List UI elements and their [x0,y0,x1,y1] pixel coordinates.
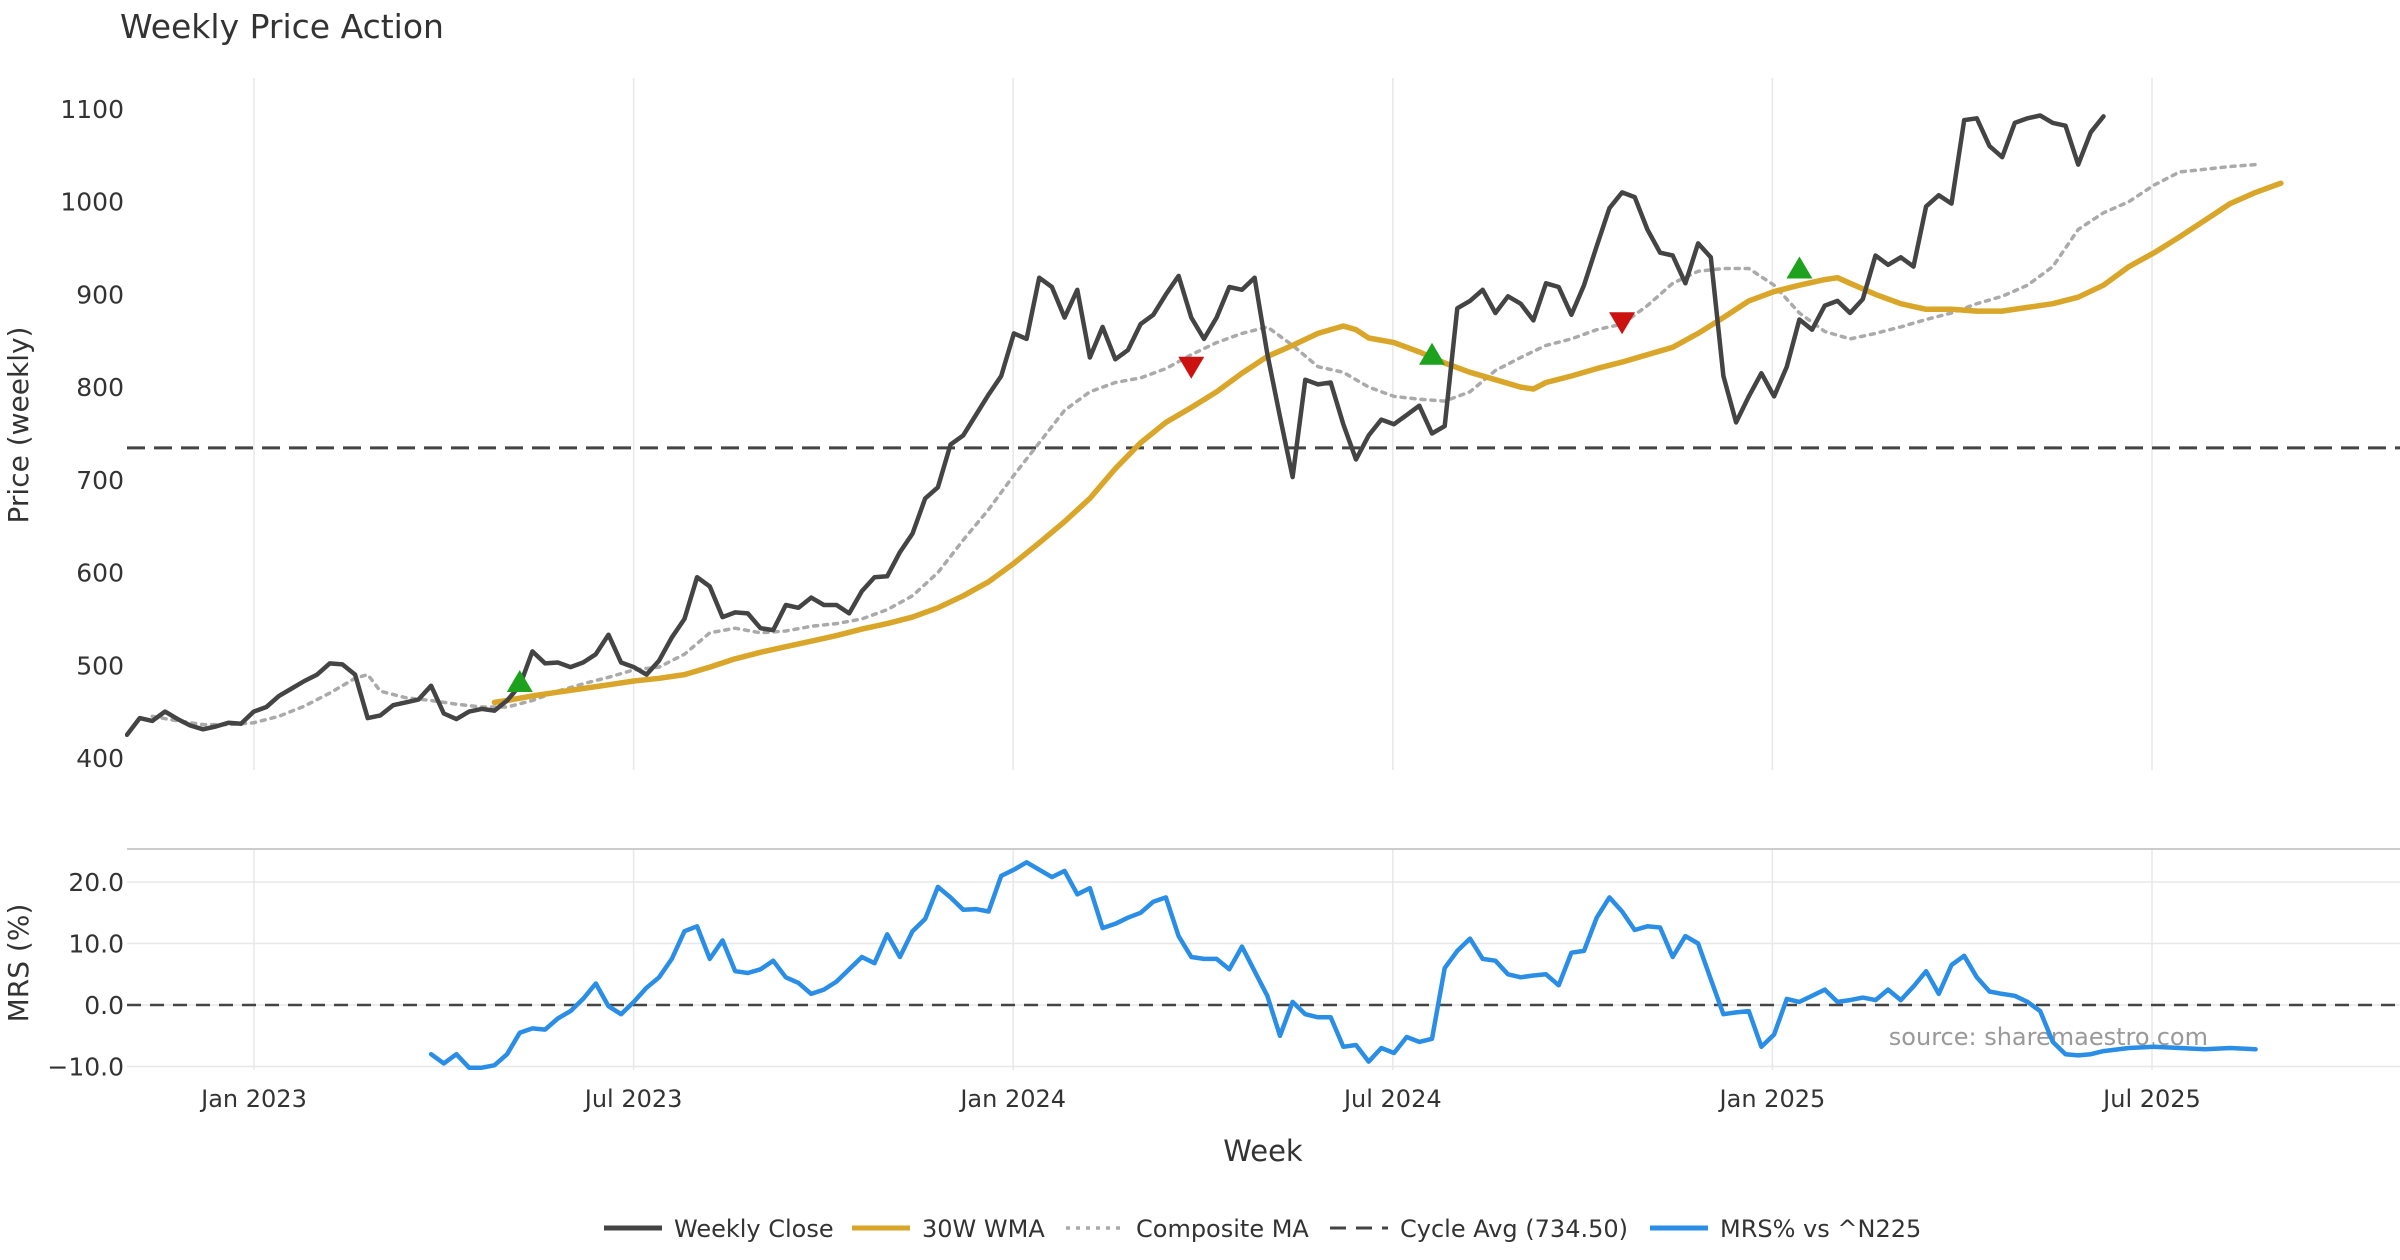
buy-signal-marker [506,669,533,692]
sell-signal-marker [1178,356,1205,379]
mrs-y-tick-label: 20.0 [68,868,124,897]
mrs-y-tick-label: 0.0 [84,991,124,1020]
mrs-axis-label: MRS (%) [2,904,35,1023]
price-y-tick-label: 900 [76,280,124,309]
series-layer [125,113,2400,1070]
wma-30w-line [491,180,2284,706]
price-y-tick-label: 800 [76,373,124,402]
legend-label: Weekly Close [674,1215,834,1243]
legend-label: 30W WMA [922,1215,1045,1243]
buy-signal-marker [1419,342,1446,365]
buy-signal-marker [1786,256,1813,279]
legend-label: Cycle Avg (734.50) [1400,1215,1628,1243]
x-tick-label: Jan 2025 [1718,1085,1826,1113]
legend-label: Composite MA [1136,1215,1309,1243]
weekly-close-line [125,113,2106,738]
mrs-y-tick-label: −10.0 [47,1053,124,1082]
x-tick-label: Jan 2024 [958,1085,1066,1113]
x-tick-label: Jan 2023 [199,1085,307,1113]
price-y-tick-label: 1100 [60,95,124,124]
sell-signal-marker [1609,312,1636,335]
x-axis-label: Week [1223,1134,1303,1168]
mrs-line [428,860,2258,1070]
legend-label: MRS% vs ^N225 [1720,1215,1921,1243]
price-axis-label: Price (weekly) [2,327,35,524]
x-tick-label: Jul 2024 [1342,1085,1442,1113]
x-tick-label: Jul 2023 [583,1085,683,1113]
price-y-tick-label: 500 [76,651,124,680]
price-y-tick-label: 600 [76,559,124,588]
price-y-tick-label: 700 [76,466,124,495]
chart-title: Weekly Price Action [120,7,444,46]
legend: Weekly Close 30W WMA Composite MA Cycle Avg… [604,1215,1921,1243]
x-tick-label: Jul 2025 [2101,1085,2201,1113]
mrs-y-tick-label: 10.0 [68,930,124,959]
composite-ma-line [150,162,2258,727]
price-y-tick-label: 400 [76,744,124,773]
price-y-tick-label: 1000 [60,188,124,217]
